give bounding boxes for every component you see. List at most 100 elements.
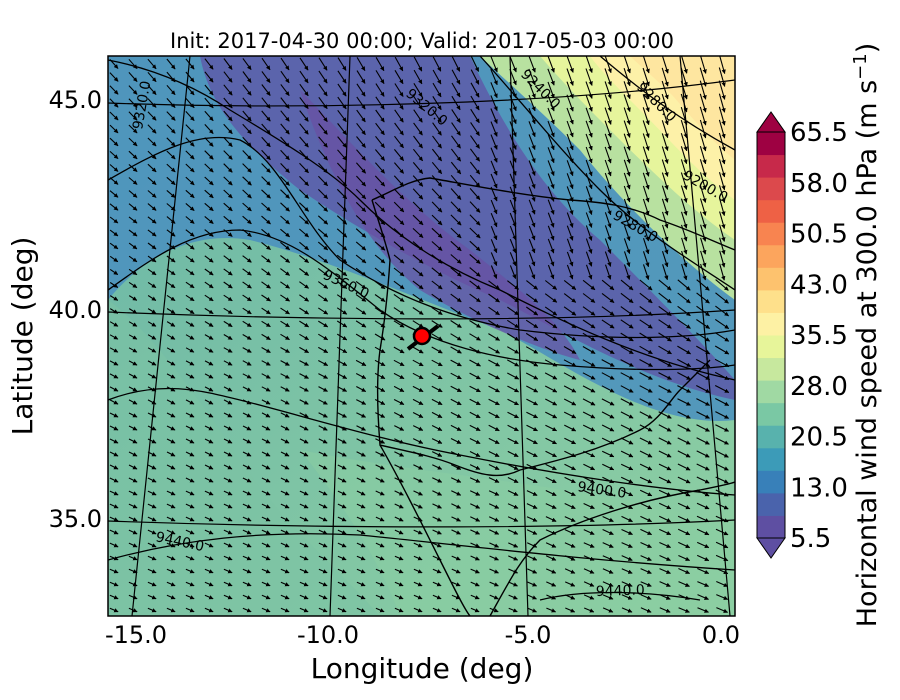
wind-vector [280, 84, 290, 96]
wind-vector [204, 399, 214, 405]
wind-vector [601, 372, 615, 380]
wind-vector [642, 133, 650, 151]
wind-vector [109, 334, 119, 340]
wind-vector [147, 85, 157, 95]
wind-vector [147, 71, 157, 83]
wind-vector [469, 174, 481, 188]
wind-vector [566, 56, 574, 73]
wind-vector [337, 70, 347, 84]
wind-vector [204, 347, 214, 353]
wind-vector [547, 212, 555, 228]
wind-vector [299, 176, 309, 186]
wind-vector [412, 214, 424, 226]
wind-vector [623, 146, 631, 164]
wind-vector [166, 268, 176, 276]
wind-vector [528, 108, 536, 125]
wind-vector [680, 185, 688, 203]
wind-vector [128, 72, 138, 82]
wind-vector [280, 347, 290, 353]
wind-vector [412, 148, 424, 162]
wind-vector [623, 159, 631, 177]
wind-vector [490, 212, 498, 228]
wind-vector [318, 202, 328, 212]
wind-vector [393, 333, 405, 341]
wind-vector [563, 398, 577, 406]
wind-vector [299, 254, 309, 264]
wind-vector [681, 237, 688, 255]
wind-vector [623, 81, 631, 100]
wind-vector [109, 59, 119, 69]
wind-vector [299, 281, 309, 289]
wind-vector [696, 385, 711, 393]
wind-vector [280, 202, 290, 212]
wind-vector [336, 320, 348, 328]
wind-vector [582, 359, 596, 367]
wind-vector [317, 307, 329, 315]
wind-vector [109, 111, 119, 121]
wind-vector [451, 109, 461, 123]
wind-vector [299, 215, 309, 225]
wind-vector [185, 202, 195, 212]
wind-vector [393, 214, 405, 226]
wind-vector [393, 149, 405, 161]
wind-vector [658, 292, 672, 304]
wind-vector [128, 412, 138, 418]
wind-vector [204, 242, 214, 250]
wind-vector [658, 319, 672, 329]
wind-vector [601, 319, 615, 329]
wind-vector [719, 211, 726, 229]
wind-vector [509, 81, 517, 99]
wind-vector [166, 137, 176, 147]
wind-vector [261, 360, 271, 366]
wind-vector [375, 135, 385, 149]
wind-vector [185, 412, 195, 418]
wind-vector [223, 71, 233, 83]
wind-vector [623, 238, 631, 255]
wind-vector [431, 411, 443, 419]
wind-vector [718, 119, 726, 139]
wind-vector [412, 175, 424, 187]
wind-vector [223, 268, 233, 276]
wind-vector [280, 149, 290, 161]
y-axis: 45.0 40.0 35.0 Latitude (deg) [6, 86, 102, 533]
wind-vector [356, 399, 367, 405]
colorbar-tick-label: 13.0 [790, 473, 848, 503]
wind-vector [699, 185, 707, 203]
wind-vector [450, 293, 462, 303]
wind-vector [242, 84, 252, 96]
wind-vector [601, 398, 615, 406]
wind-vector [166, 321, 176, 327]
wind-vector [299, 202, 309, 212]
wind-vector [412, 254, 424, 264]
wind-vector [528, 251, 536, 267]
wind-vector [166, 124, 176, 134]
speed-band-core [300, 90, 580, 360]
wind-vector [185, 307, 195, 315]
wind-vector [469, 161, 481, 175]
wind-vector [128, 334, 138, 340]
wind-vector [204, 307, 214, 315]
x-axis-label: Longitude (deg) [311, 652, 534, 685]
wind-vector [469, 293, 481, 303]
wind-vector [204, 360, 214, 366]
wind-vector [566, 120, 574, 138]
wind-vector [147, 347, 157, 353]
wind-vector [431, 293, 443, 303]
wind-vector [185, 137, 195, 147]
wind-vector [604, 212, 612, 229]
wind-vector [223, 242, 233, 250]
wind-vector [128, 229, 138, 237]
wind-vector [299, 307, 309, 315]
wind-vector [642, 211, 650, 229]
wind-vector [242, 399, 252, 405]
wind-vector [696, 371, 711, 381]
wind-vector [547, 160, 555, 177]
wind-vector [677, 279, 691, 291]
wind-vector [450, 161, 462, 175]
wind-vector [528, 56, 536, 73]
wind-vector [507, 293, 519, 303]
wind-vector [355, 320, 367, 328]
wind-vector [450, 320, 462, 328]
colorbar-band [757, 312, 785, 336]
wind-vector [109, 124, 119, 134]
